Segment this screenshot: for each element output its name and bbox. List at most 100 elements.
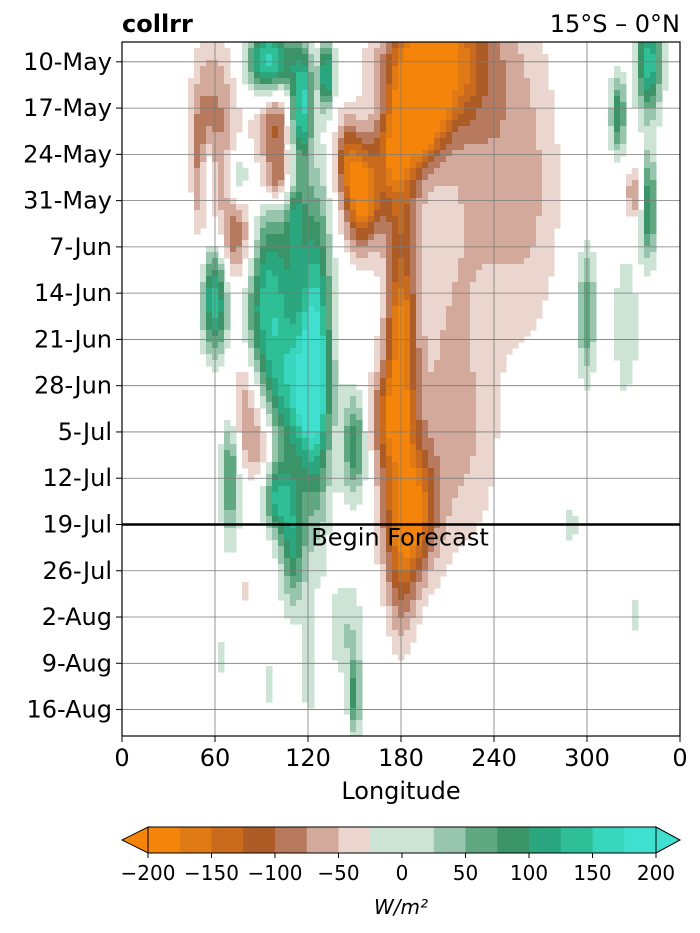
contour-cell (296, 198, 303, 205)
contour-cell (290, 486, 297, 493)
contour-cell (410, 132, 417, 139)
contour-cell (416, 354, 423, 361)
contour-cell (380, 228, 387, 235)
contour-cell (230, 528, 237, 535)
contour-cell (374, 204, 381, 211)
contour-cell (314, 60, 321, 67)
contour-cell (542, 192, 549, 199)
contour-cell (416, 438, 423, 445)
contour-cell (302, 144, 309, 151)
contour-cell (332, 390, 339, 397)
contour-cell (638, 240, 645, 247)
contour-cell (380, 444, 387, 451)
contour-cell (386, 246, 393, 253)
contour-cell (644, 120, 651, 127)
contour-cell (464, 354, 471, 361)
contour-cell (446, 432, 453, 439)
contour-cell (254, 330, 261, 337)
contour-cell (218, 504, 225, 511)
y-tick-label: 2-Aug (42, 603, 112, 631)
contour-cell (440, 162, 447, 169)
contour-cell (314, 330, 321, 337)
contour-cell (242, 72, 249, 79)
contour-cell (296, 204, 303, 211)
contour-cell (386, 630, 393, 637)
contour-cell (464, 54, 471, 61)
contour-cell (380, 66, 387, 73)
contour-cell (410, 468, 417, 475)
contour-cell (518, 48, 525, 55)
contour-cell (404, 558, 411, 565)
contour-cell (236, 402, 243, 409)
contour-cell (374, 420, 381, 427)
contour-cell (542, 132, 549, 139)
contour-cell (344, 600, 351, 607)
contour-cell (266, 48, 273, 55)
contour-cell (476, 498, 483, 505)
contour-cell (458, 354, 465, 361)
contour-cell (236, 174, 243, 181)
contour-cell (620, 318, 627, 325)
contour-cell (524, 300, 531, 307)
contour-cell (356, 396, 363, 403)
contour-cell (500, 60, 507, 67)
contour-cell (506, 264, 513, 271)
contour-cell (308, 366, 315, 373)
contour-cell (482, 180, 489, 187)
contour-cell (386, 102, 393, 109)
contour-cell (620, 330, 627, 337)
contour-cell (506, 342, 513, 349)
contour-cell (278, 114, 285, 121)
contour-cell (200, 132, 207, 139)
contour-cell (308, 306, 315, 313)
contour-cell (338, 186, 345, 193)
contour-cell (530, 108, 537, 115)
contour-cell (350, 456, 357, 463)
contour-cell (368, 414, 375, 421)
contour-cell (242, 204, 249, 211)
contour-cell (482, 138, 489, 145)
contour-cell (518, 234, 525, 241)
contour-cell (392, 342, 399, 349)
contour-cell (470, 504, 477, 511)
contour-cell (272, 396, 279, 403)
contour-cell (434, 114, 441, 121)
contour-cell (206, 54, 213, 61)
contour-cell (236, 234, 243, 241)
contour-cell (464, 234, 471, 241)
contour-cell (542, 126, 549, 133)
contour-cell (386, 288, 393, 295)
contour-cell (464, 114, 471, 121)
contour-cell (362, 222, 369, 229)
contour-cell (308, 90, 315, 97)
contour-cell (380, 114, 387, 121)
contour-cell (452, 450, 459, 457)
contour-cell (518, 264, 525, 271)
contour-cell (542, 270, 549, 277)
contour-cell (650, 84, 657, 91)
contour-cell (350, 180, 357, 187)
contour-cell (548, 240, 555, 247)
contour-cell (200, 84, 207, 91)
contour-cell (302, 372, 309, 379)
contour-cell (428, 234, 435, 241)
contour-cell (308, 174, 315, 181)
contour-cell (404, 42, 411, 49)
contour-cell (218, 306, 225, 313)
contour-cell (476, 492, 483, 499)
contour-cell (266, 276, 273, 283)
contour-cell (428, 564, 435, 571)
contour-cell (338, 396, 345, 403)
contour-cell (422, 186, 429, 193)
contour-cell (440, 180, 447, 187)
contour-cell (278, 270, 285, 277)
contour-cell (470, 156, 477, 163)
contour-cell (308, 300, 315, 307)
contour-cell (488, 420, 495, 427)
contour-cell (266, 534, 273, 541)
contour-cell (356, 708, 363, 715)
contour-cell (530, 240, 537, 247)
contour-cell (632, 348, 639, 355)
colorbar-segment (338, 827, 371, 853)
contour-cell (338, 156, 345, 163)
